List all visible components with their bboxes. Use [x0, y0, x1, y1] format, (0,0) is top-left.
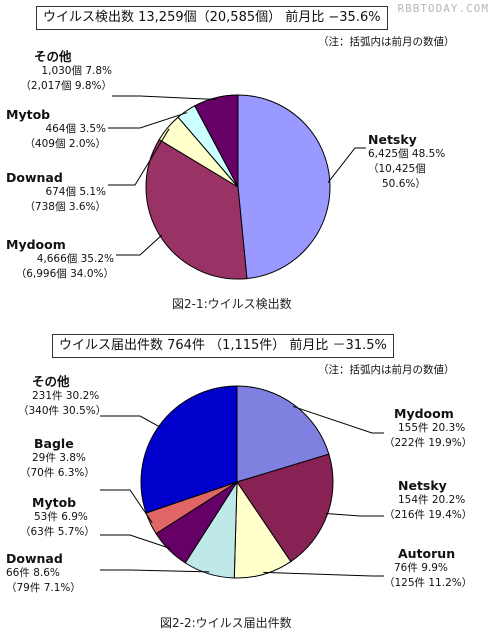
- slice-value: 29件 3.8%: [32, 452, 86, 464]
- slice-prev-pct: 50.6%）: [382, 178, 426, 190]
- slice-value: 231件 30.2%: [32, 390, 100, 402]
- slice-label-mydoom: Mydoom 155件 20.3% （222件 19.9%）: [384, 406, 472, 451]
- slice-name: Autorun: [398, 546, 456, 561]
- slice-prev: （79件 7.1%）: [6, 582, 81, 594]
- leader-line-4: [112, 95, 217, 101]
- slice-name: Netsky: [398, 478, 447, 493]
- slice-name: その他: [34, 49, 72, 64]
- slice-name: Mytob: [32, 495, 77, 510]
- slice-value: 154件 20.2%: [398, 494, 466, 506]
- slice-name: Bagle: [34, 436, 74, 451]
- slice-value: 66件 8.6%: [6, 567, 60, 579]
- leader-line-1: [325, 512, 384, 517]
- slice-name: Mydoom: [394, 406, 454, 421]
- chart-title: ウイルス届出件数 764件 （1,115件） 前月比 －31.5%: [52, 334, 394, 358]
- slice-prev: （125件 11.2%）: [384, 577, 473, 589]
- slice-value: 6,425個 48.5%: [368, 148, 446, 160]
- leader-line-3: [100, 569, 210, 573]
- leader-line-3: [108, 112, 188, 129]
- slice-name: Mytob: [6, 107, 51, 122]
- slice-name: Netsky: [368, 132, 417, 147]
- chart-note: （注：括弧内は前月の数値）: [318, 364, 455, 376]
- slice-value: 464個 3.5%: [45, 123, 106, 135]
- slice-value: 53件 6.9%: [34, 511, 88, 523]
- slice-name: Downad: [6, 170, 63, 185]
- leader-line-4: [100, 534, 171, 549]
- slice-value: 155件 20.3%: [398, 422, 466, 434]
- slice-prev: （738個 3.6%）: [24, 201, 106, 213]
- slice-label-downad: Downad 674個 5.1% （738個 3.6%）: [6, 170, 106, 215]
- slice-label-autorun: Autorun 76件 9.9% （125件 11.2%）: [384, 546, 472, 591]
- slice-label-netsky: Netsky 154件 20.2% （216件 19.4%）: [384, 478, 472, 523]
- chart-title: ウイルス検出数 13,259個（20,585個） 前月比 −35.6%: [36, 6, 388, 30]
- chart-panel-2: ウイルス届出件数 764件 （1,115件） 前月比 －31.5% （注：括弧内…: [0, 320, 495, 640]
- slice-label-other: その他 1,030個 7.8% （2,017個 9.8%）: [6, 49, 112, 94]
- slice-prev: （6,996個 34.0%）: [15, 268, 114, 280]
- slice-name: Downad: [6, 551, 63, 566]
- slice-label-downad: Downad 66件 8.6% （79件 7.1%）: [6, 551, 102, 596]
- slice-label-bagle: Bagle 29件 3.8% （70件 6.3%）: [6, 436, 102, 481]
- slice-prev: （340件 30.5%）: [18, 405, 107, 417]
- leader-line-0: [327, 147, 366, 183]
- slice-label-other: その他 231件 30.2% （340件 30.5%）: [6, 374, 107, 419]
- slice-name: Mydoom: [6, 237, 66, 252]
- slice-prev: （10,425個: [368, 163, 426, 175]
- slice-value: 4,666個 35.2%: [36, 253, 114, 265]
- slice-label-mydoom: Mydoom 4,666個 35.2% （6,996個 34.0%）: [6, 237, 114, 282]
- slice-value: 76件 9.9%: [394, 562, 448, 574]
- pie-chart: [100, 385, 384, 579]
- pie-slice-4: [194, 94, 239, 188]
- leader-line-6: [100, 415, 161, 428]
- leader-line-0: [292, 405, 384, 434]
- pie-slice-0: [237, 94, 331, 280]
- slice-value: 1,030個 7.8%: [41, 65, 112, 77]
- chart-caption: 図2-2:ウイルス届出件数: [160, 616, 292, 630]
- slice-prev: （2,017個 9.8%）: [20, 80, 112, 92]
- slice-prev: （216件 19.4%）: [384, 509, 473, 521]
- chart-caption: 図2-1:ウイルス検出数: [172, 297, 292, 311]
- watermark: RBBTODAY.COM: [397, 2, 489, 15]
- slice-prev: （409個 2.0%）: [24, 138, 106, 150]
- chart-panel-1: ウイルス検出数 13,259個（20,585個） 前月比 −35.6% （注：括…: [6, 6, 455, 311]
- slice-label-netsky: Netsky 6,425個 48.5% （10,425個 50.6%）: [368, 132, 445, 192]
- slice-value: 674個 5.1%: [45, 186, 106, 198]
- leader-line-2: [108, 128, 170, 186]
- slice-name: その他: [32, 374, 70, 389]
- slice-prev: （222件 19.9%）: [384, 437, 473, 449]
- slice-label-mytob: Mytob 464個 3.5% （409個 2.0%）: [6, 107, 106, 152]
- leader-line-1: [116, 234, 163, 256]
- chart-note: （注：括弧内は前月の数値）: [318, 36, 455, 48]
- leader-line-5: [100, 489, 153, 524]
- slice-prev: （70件 6.3%）: [20, 467, 95, 479]
- pie-slice-0: [236, 385, 330, 483]
- slice-label-mytob: Mytob 53件 6.9% （63件 5.7%）: [6, 495, 102, 540]
- pie-chart: [108, 94, 366, 280]
- slice-prev: （63件 5.7%）: [20, 526, 95, 538]
- leader-line-2: [263, 571, 384, 577]
